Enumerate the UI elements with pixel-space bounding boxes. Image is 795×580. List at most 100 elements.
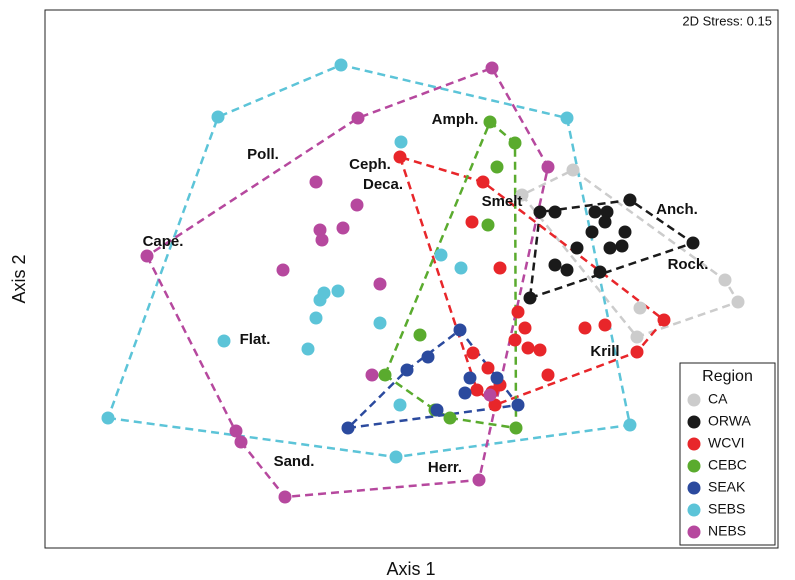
stress-label: 2D Stress: 0.15 [682,13,772,28]
annotation: Ceph. [349,156,391,173]
y-axis-label: Axis 2 [9,254,29,303]
legend-label: CA [708,391,728,407]
point [394,135,408,149]
point [393,398,407,412]
point [373,316,387,330]
annotation: Krill [590,343,619,360]
point [533,205,547,219]
point [309,311,323,325]
point [603,241,617,255]
point [389,450,403,464]
point [400,363,414,377]
point [373,277,387,291]
legend-marker [687,459,701,473]
x-axis-label: Axis 1 [386,559,435,579]
annotation: Anch. [656,201,698,218]
legend-label: SEAK [708,479,746,495]
annotation: Amph. [432,111,479,128]
point [470,383,484,397]
point [600,205,614,219]
legend-marker [687,481,701,495]
point [585,225,599,239]
legend-marker [687,525,701,539]
point [430,403,444,417]
point [483,388,497,402]
point [301,342,315,356]
annotation: Herr. [428,459,462,476]
annotation: Smelt [482,193,523,210]
point [541,160,555,174]
point [443,411,457,425]
point [434,248,448,262]
point [315,233,329,247]
point [548,258,562,272]
point [623,418,637,432]
point [623,193,637,207]
point [476,175,490,189]
point [578,321,592,335]
point [615,239,629,253]
point [309,175,323,189]
point [598,215,612,229]
point [463,371,477,385]
annotation: Cape. [143,233,184,250]
point [234,435,248,449]
point [533,343,547,357]
point [598,318,612,332]
point [593,265,607,279]
point [421,350,435,364]
legend-label: SEBS [708,501,745,517]
annotation: Poll. [247,146,279,163]
point [365,368,379,382]
point [211,110,225,124]
point [336,221,350,235]
point [483,115,497,129]
legend-marker [687,437,701,451]
point [465,215,479,229]
point [229,424,243,438]
annotation: Flat. [240,331,271,348]
legend-frame [679,362,776,546]
point [341,421,355,435]
point [466,346,480,360]
point [523,291,537,305]
point [378,368,392,382]
point [140,249,154,263]
legend-marker [687,503,701,517]
point [515,188,529,202]
legend-label: WCVI [708,435,745,451]
point [560,263,574,277]
point [541,368,555,382]
point [521,341,535,355]
point [548,205,562,219]
point [458,386,472,400]
point [560,111,574,125]
point [511,398,525,412]
point [508,136,522,150]
legend-marker [687,415,701,429]
point [657,313,671,327]
point [566,163,580,177]
legend-marker [687,393,701,407]
point [618,225,632,239]
point [630,345,644,359]
point [570,241,584,255]
point [472,473,486,487]
annotation: Deca. [363,176,403,193]
point [276,263,290,277]
plot-frame [44,9,779,549]
legend-title: Region [702,368,753,385]
annotation: Rock. [668,256,709,273]
point [588,205,602,219]
point [485,61,499,75]
legend-label: ORWA [708,413,751,429]
point [490,160,504,174]
point [518,321,532,335]
point [313,293,327,307]
point [488,398,502,412]
annotation: Sand. [274,453,315,470]
point [718,273,732,287]
point [633,301,647,315]
point [481,361,495,375]
